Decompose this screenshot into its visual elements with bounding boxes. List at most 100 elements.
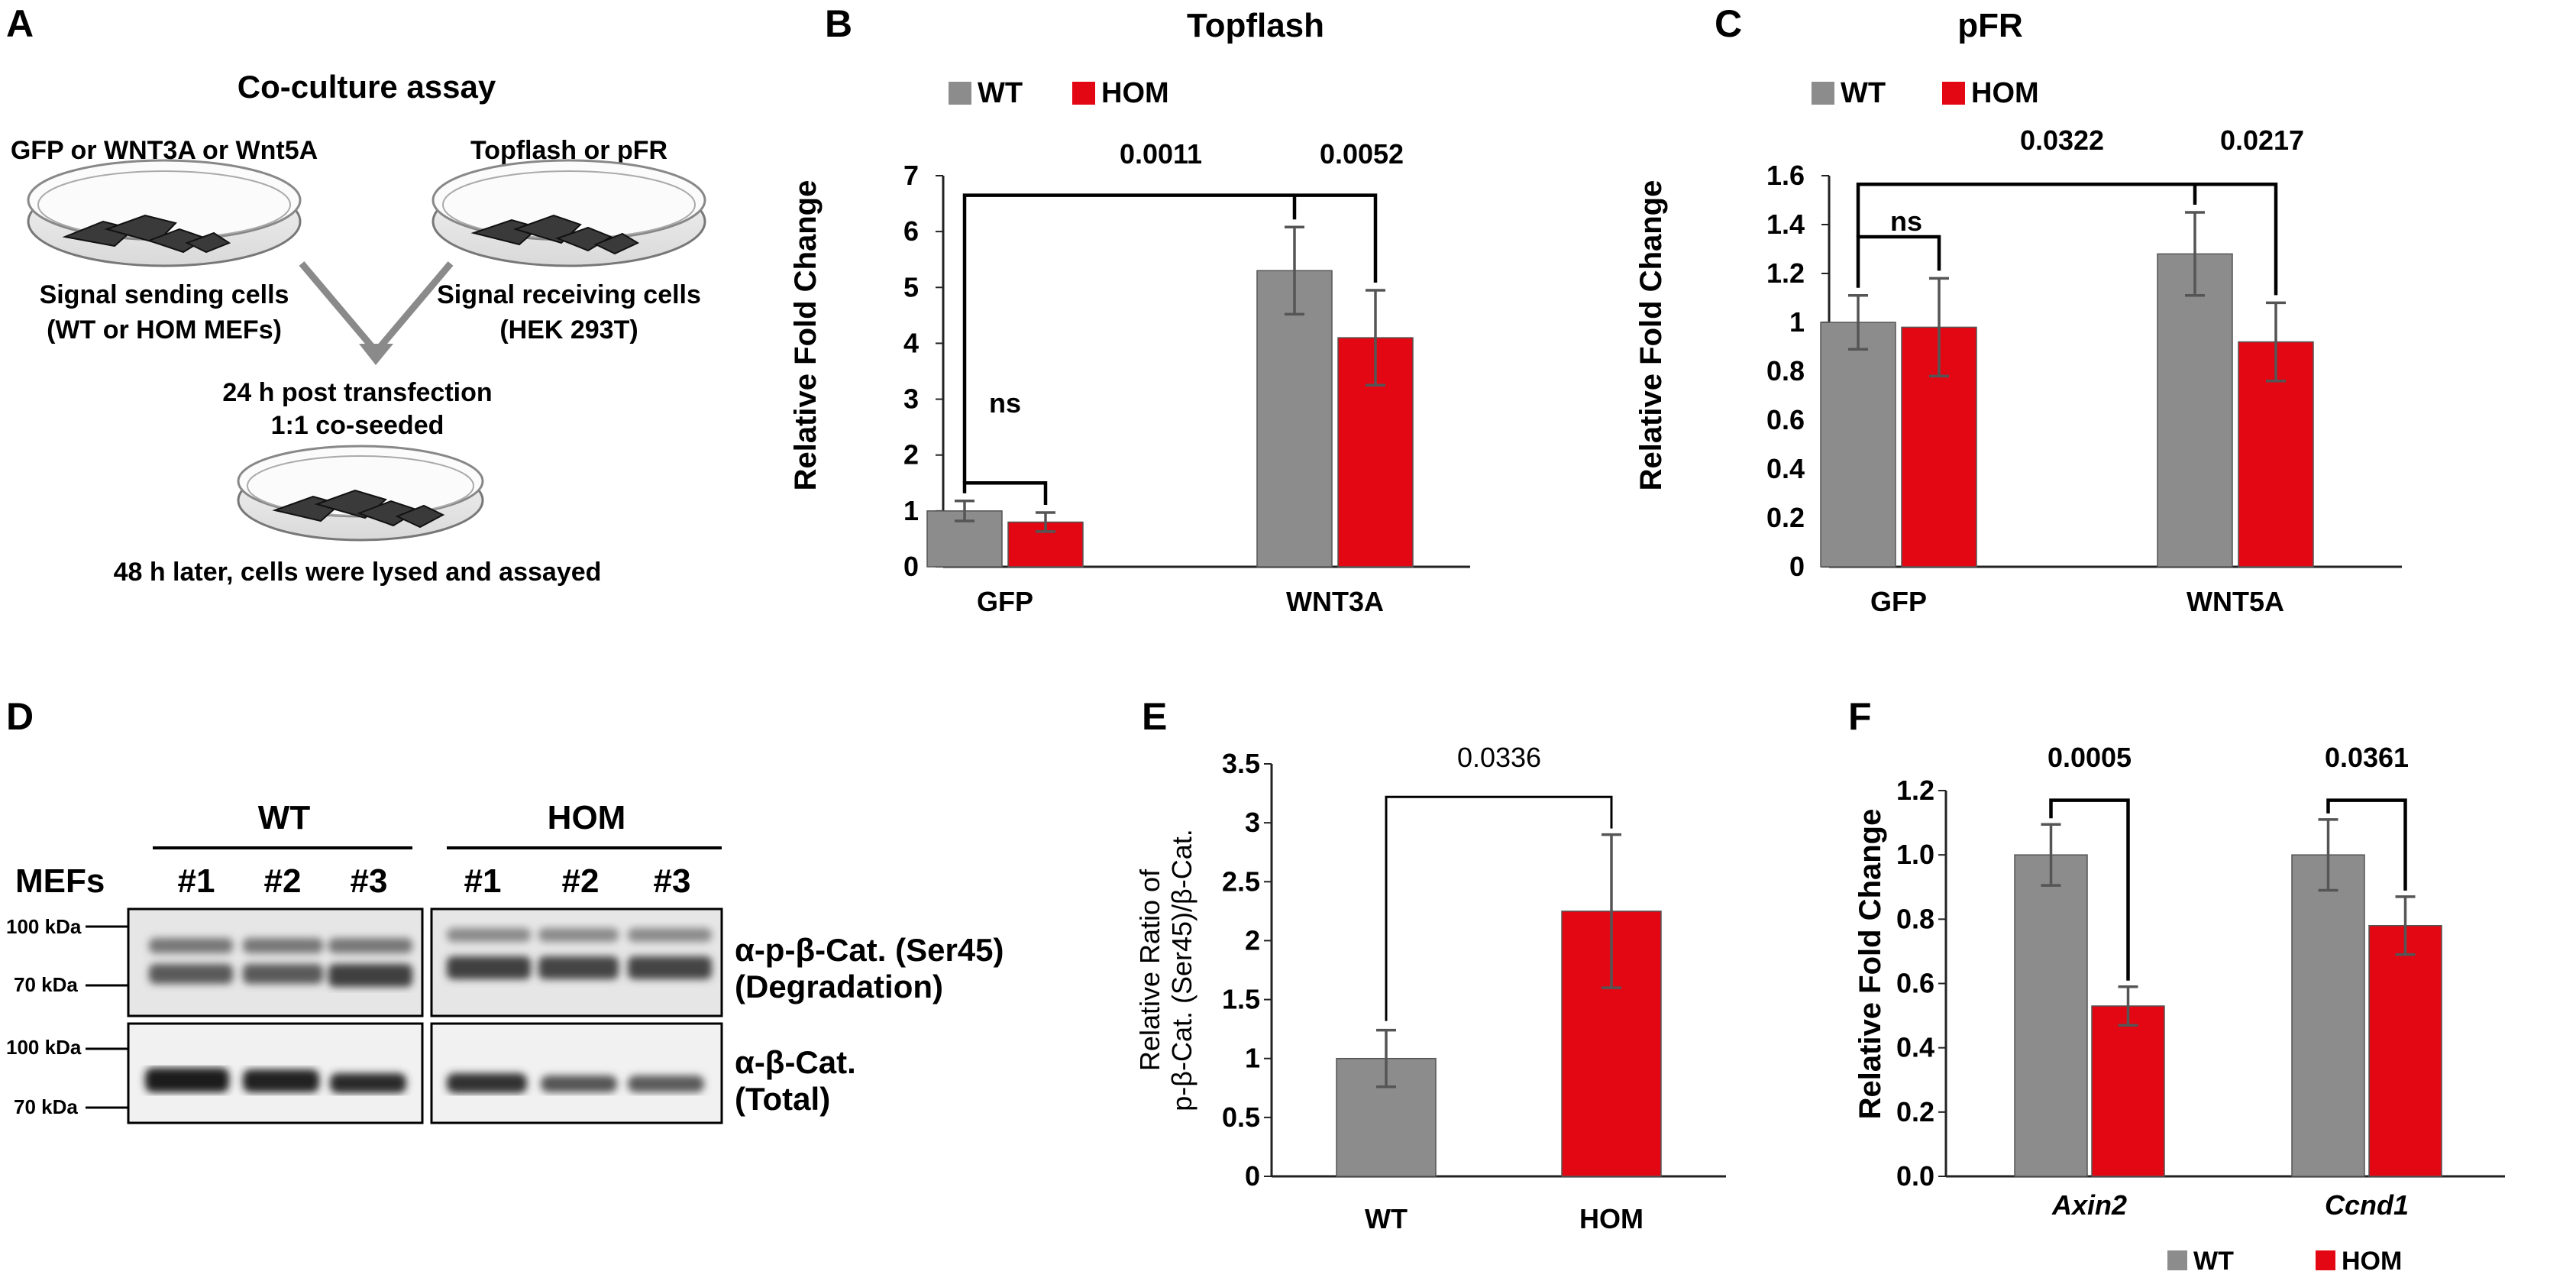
pfr-title: pFR (1957, 7, 2023, 44)
y-tick-label: 2 (1245, 924, 1260, 956)
y-tick-label: 2 (903, 439, 919, 471)
y-tick-label: 0.2 (1766, 502, 1805, 533)
y-tick-label: 0.5 (1222, 1101, 1260, 1133)
significance-bracket-gfp-vs-wnt5a (1856, 182, 2278, 296)
panel-letter-b: B (825, 2, 852, 45)
significance-bracket-ns (962, 481, 1048, 506)
annotation-p-wt-vs-hom: 0.0217 (2220, 125, 2304, 156)
y-tick-label: 0.6 (1766, 404, 1805, 435)
left-caption-1: Signal sending cells (40, 280, 289, 309)
lane-label: #3 (351, 862, 388, 900)
bottom-caption: 48 h later, cells were lysed and assayed (114, 558, 602, 587)
y-tick-label: 1.2 (1766, 257, 1805, 289)
y-axis-title: Relative Fold Change (789, 180, 823, 491)
blot-row-label: MEFs (15, 862, 105, 900)
y-tick-label: 1 (1789, 306, 1805, 338)
kda-marker-70: 70 kDa (14, 973, 78, 996)
y-tick-label: 0.6 (1896, 968, 1934, 999)
kda-marker-70: 70 kDa (14, 1095, 78, 1118)
x-tick-wnt3a: WNT3A (1286, 586, 1384, 617)
y-tick-label: 0 (1789, 551, 1805, 582)
y-tick-label: 4 (903, 327, 919, 358)
coculture-title: Co-culture assay (238, 69, 496, 105)
significance-bracket-gfp-vs-wnt3a (962, 193, 1378, 484)
y-tick-label: 1.6 (1766, 160, 1805, 191)
blot-group-hom: HOM (548, 799, 626, 836)
legend-label-hom: HOM (1101, 77, 1169, 109)
topflash-title: Topflash (1187, 7, 1324, 44)
legend-label-wt: WT (978, 77, 1023, 109)
annotation-p-wt-vs-hom: 0.0052 (1320, 138, 1404, 170)
x-tick-gfp: GFP (1870, 586, 1927, 617)
blot-phospho-beta-catenin (127, 907, 723, 1017)
y-axis-title-line2: p-β-Cat. (Ser45)/β-Cat. (1166, 829, 1198, 1111)
kda-marker-100: 100 kDa (6, 915, 82, 938)
annotation-ns: ns (1890, 205, 1922, 237)
y-tick-label: 2.5 (1222, 865, 1260, 897)
legend-swatch-wt (2167, 1250, 2187, 1270)
bar-wt (2291, 854, 2365, 1177)
y-tick-label: 6 (903, 215, 919, 247)
pfr-chart: pFR WT HOM Relative Fold Change GFP WNT5… (1634, 7, 2402, 617)
y-axis-title: Relative Fold Change (1634, 180, 1668, 491)
legend-swatch-hom (2316, 1250, 2335, 1270)
y-axis-title: Relative Fold Change (1854, 809, 1887, 1120)
annotation-ns: ns (989, 387, 1021, 419)
target-genes-chart: Relative Fold Change Axin2 Ccnd1 0.0005 … (1854, 742, 2505, 1276)
topflash-chart: Topflash WT HOM Relative Fold Change GFP… (789, 7, 1470, 617)
panel-letter-a: A (6, 2, 34, 45)
x-tick-ccnd1: Ccnd1 (2325, 1189, 2409, 1221)
y-tick-label: 0.0 (1896, 1160, 1934, 1192)
bar-wt (2157, 253, 2233, 568)
annotation-p-axin2: 0.0005 (2048, 742, 2132, 773)
y-tick-label: 1.2 (1896, 775, 1934, 806)
bar-wt (1820, 322, 1896, 568)
legend-label-hom: HOM (2342, 1247, 2402, 1276)
left-cells (62, 214, 231, 254)
panel-letter-e: E (1142, 695, 1167, 738)
annotation-p-ccnd1: 0.0361 (2325, 742, 2409, 773)
x-tick-wt: WT (1365, 1203, 1408, 1234)
blot1-antibody: α-p-β-Cat. (Ser45) (735, 932, 1004, 968)
y-tick-label: 0.2 (1896, 1096, 1934, 1127)
y-tick-label: 7 (903, 160, 919, 191)
blot-group-wt: WT (258, 799, 311, 836)
y-tick-label: 1.4 (1766, 209, 1805, 240)
lane-label: #3 (654, 862, 691, 900)
significance-bracket-wt-vs-hom (1385, 795, 1613, 1021)
coculture-diagram: Co-culture assay GFP or WNT3A or Wnt5A T… (11, 69, 706, 587)
blot1-target: (Degradation) (735, 969, 943, 1004)
y-tick-label: 1 (903, 495, 919, 526)
y-tick-label: 3 (903, 383, 919, 415)
y-tick-label: 0 (1245, 1160, 1260, 1192)
x-tick-axin2: Axin2 (2051, 1189, 2127, 1221)
y-tick-label: 1.5 (1222, 984, 1260, 1015)
y-axis-title-line1: Relative Ratio of (1134, 869, 1165, 1071)
y-tick-label: 0 (903, 551, 919, 582)
y-tick-label: 0.8 (1766, 355, 1805, 387)
left-culture-dish (27, 159, 302, 267)
right-caption-2: (HEK 293T) (499, 315, 638, 345)
merge-arrows (299, 261, 454, 350)
bar-hom (2368, 925, 2442, 1177)
right-culture-dish (431, 159, 706, 267)
legend-label-wt: WT (2193, 1247, 2234, 1276)
legend-label-hom: HOM (1971, 77, 2039, 109)
y-tick-label: 1.0 (1896, 839, 1934, 870)
lane-label: #2 (562, 862, 600, 900)
y-tick-label: 5 (903, 271, 919, 302)
bar-wt (1256, 270, 1333, 568)
blot-total-beta-catenin (127, 1022, 723, 1124)
blot2-target: (Total) (735, 1081, 830, 1117)
annotation-p-gfp-vs-wnt5a: 0.0322 (2020, 125, 2104, 156)
x-tick-hom: HOM (1579, 1203, 1644, 1234)
bar-wt (2014, 854, 2088, 1177)
panel-letter-c: C (1715, 2, 1742, 45)
legend-swatch-wt (1812, 82, 1834, 105)
significance-bracket-axin2 (2049, 798, 2130, 981)
bar-hom (2091, 1005, 2165, 1177)
lane-label: #2 (264, 862, 302, 900)
annotation-p-gfp-vs-wnt3a: 0.0011 (1120, 138, 1202, 170)
y-tick-label: 1 (1245, 1043, 1260, 1074)
